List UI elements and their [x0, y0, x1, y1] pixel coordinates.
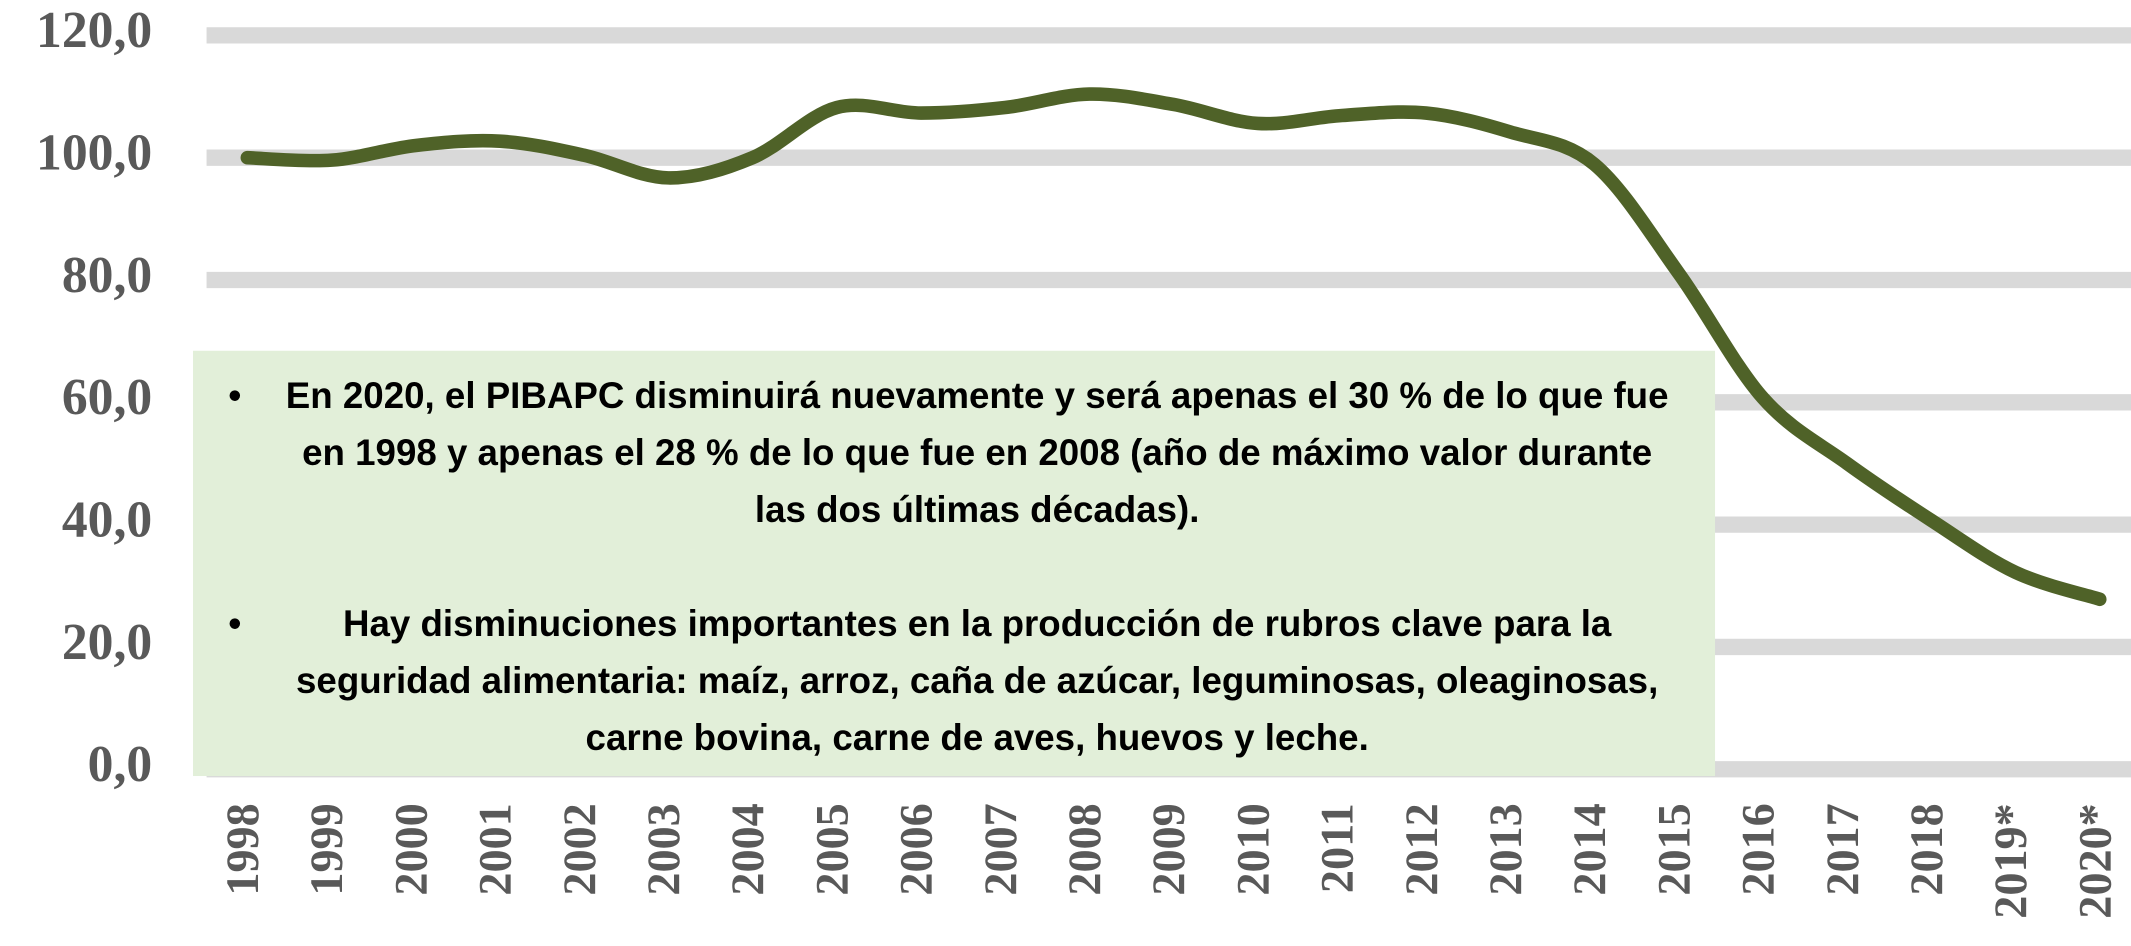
x-tick-label: 2010: [1227, 803, 1278, 895]
y-tick-label: 60,0: [62, 369, 152, 426]
x-tick-label: 2001: [470, 803, 521, 895]
annotation: En 2020, el PIBAPC disminuirá nuevamente…: [220, 367, 1688, 538]
x-tick-label: 2015: [1648, 803, 1699, 895]
x-tick-label: 2014: [1564, 803, 1615, 895]
y-tick-label: 120,0: [36, 2, 152, 59]
series-line: [240, 87, 2107, 607]
x-tick-label: 2004: [722, 803, 773, 895]
y-tick-label: 20,0: [62, 614, 152, 671]
x-tick-label: 2020*: [2069, 803, 2120, 918]
x-tick-label: 2008: [1059, 803, 1110, 895]
annotation-panel: En 2020, el PIBAPC disminuirá nuevamente…: [192, 350, 1716, 777]
x-tick-label: 2013: [1480, 803, 1531, 895]
x-tick-label: 2003: [638, 803, 689, 895]
x-tick-label: 2006: [891, 803, 942, 895]
x-tick-label: 1998: [217, 803, 268, 895]
x-tick-label: 2012: [1396, 803, 1447, 895]
annotation-list: En 2020, el PIBAPC disminuirá nuevamente…: [220, 367, 1688, 767]
x-tick-label: 2009: [1143, 803, 1194, 895]
annotation-box: En 2020, el PIBAPC disminuirá nuevamente…: [193, 351, 1715, 776]
x-tick-label: 2017: [1817, 803, 1868, 895]
x-tick-label: 2018: [1901, 803, 1952, 895]
annotation: Hay disminuciones importantes en la prod…: [220, 595, 1688, 766]
y-tick-label: 0,0: [88, 736, 153, 793]
x-tick-label: 2000: [385, 803, 436, 895]
y-tick-label: 100,0: [36, 125, 152, 182]
x-tick-label: 2019*: [1985, 803, 2036, 918]
y-tick-label: 40,0: [62, 491, 152, 548]
x-tick-label: 2016: [1733, 803, 1784, 895]
x-tick-label: 2011: [1312, 803, 1363, 893]
x-tick-label: 1999: [301, 803, 352, 895]
x-tick-label: 2002: [554, 803, 605, 895]
x-tick-label: 2007: [975, 803, 1026, 895]
y-tick-label: 80,0: [62, 247, 152, 304]
x-tick-label: 2005: [806, 803, 857, 895]
